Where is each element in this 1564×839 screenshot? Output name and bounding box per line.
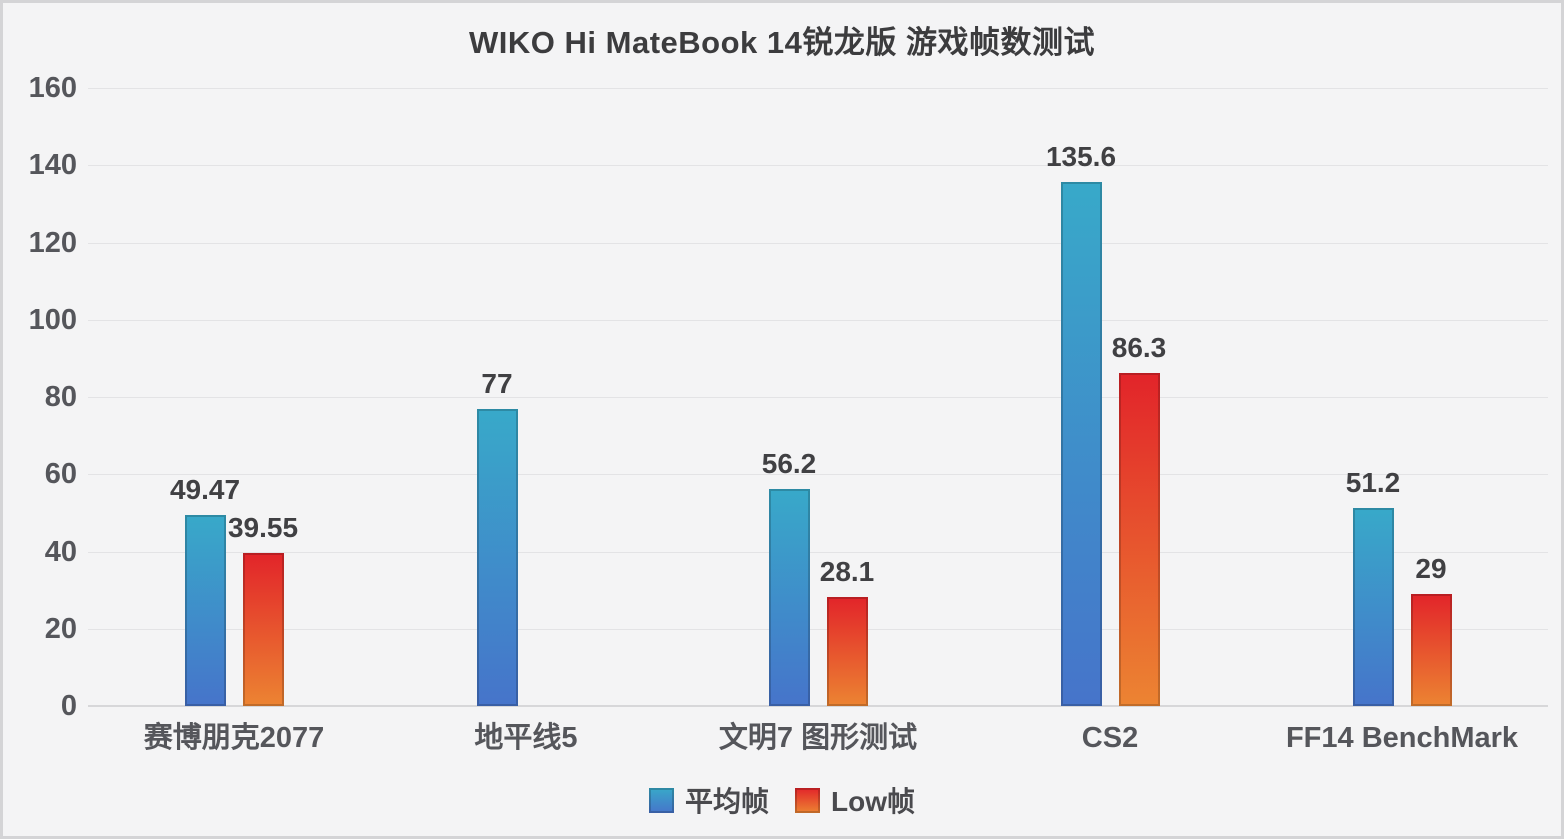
bar-avg-frame-2 (768, 488, 810, 706)
bar-value-label: 49.47 (169, 473, 241, 505)
gridline (88, 242, 1548, 244)
y-axis-tick-label: 40 (44, 535, 77, 568)
gridline (88, 474, 1548, 476)
legend-item-low-frame: Low帧 (795, 780, 915, 820)
y-axis-tick-label: 20 (44, 612, 77, 645)
x-axis-category-label: 地平线5 (474, 722, 578, 754)
x-axis-category-label: FF14 BenchMark (1285, 722, 1519, 754)
y-axis-tick-label: 160 (28, 72, 77, 104)
bar-avg-frame-0 (184, 514, 226, 706)
gridline (88, 628, 1548, 630)
bar-avg-frame-3 (1060, 182, 1102, 706)
bar-avg-frame-4 (1352, 508, 1394, 706)
x-axis-category-label: 赛博朋克2077 (143, 722, 325, 754)
y-axis-tick-label: 80 (44, 381, 77, 413)
chart-title: WIKO Hi MateBook 14锐龙版 游戏帧数测试 (469, 25, 1095, 60)
y-axis-tick-label: 60 (44, 458, 77, 491)
gridline (88, 551, 1548, 553)
bar-value-label: 86.3 (1111, 331, 1167, 363)
legend: 平均帧 Low帧 (3, 780, 1561, 820)
x-axis-category-label: 文明7 图形测试 (718, 722, 918, 754)
legend-label: 平均帧 (684, 786, 769, 817)
bar-low-frame-0 (242, 553, 284, 706)
bar-value-label: 28.1 (819, 556, 875, 588)
legend-swatch-icon (648, 787, 674, 813)
bar-value-label: 56.2 (761, 447, 817, 479)
bar-avg-frame-1 (476, 408, 518, 706)
bar-value-label: 51.2 (1345, 467, 1401, 499)
bar-value-label: 29 (1415, 552, 1447, 584)
bar-low-frame-2 (826, 597, 868, 706)
bar-value-label: 135.6 (1045, 141, 1117, 173)
gridline (88, 88, 1548, 89)
y-axis-tick-label: 140 (28, 149, 77, 182)
y-axis-tick-label: 100 (28, 303, 77, 336)
legend-item-avg-frame: 平均帧 (648, 780, 769, 820)
gridline (88, 165, 1548, 167)
x-axis-baseline (88, 705, 1548, 707)
y-axis-tick-label: 0 (60, 690, 77, 722)
gridline (88, 397, 1548, 398)
bar-value-label: 39.55 (227, 512, 299, 544)
legend-swatch-icon (795, 787, 820, 813)
bar-low-frame-4 (1410, 593, 1452, 706)
bar-value-label: 77 (481, 367, 513, 399)
gridline (88, 319, 1548, 321)
x-axis-category-label: CS2 (1081, 722, 1139, 754)
bar-low-frame-3 (1118, 372, 1160, 706)
y-axis-tick-label: 120 (28, 226, 77, 259)
legend-label: Low帧 (831, 786, 915, 817)
